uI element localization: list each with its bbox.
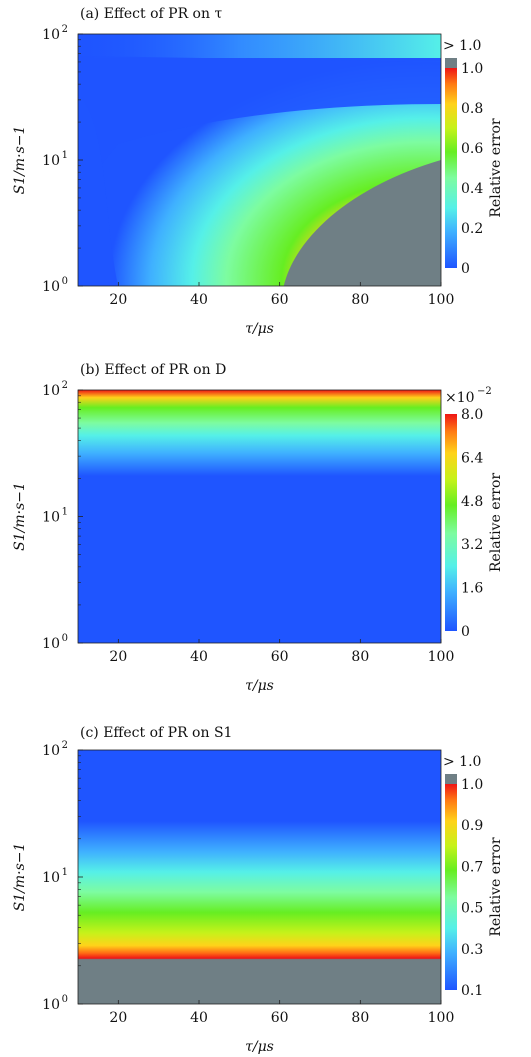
- x-tick-label: 80: [351, 1010, 369, 1026]
- x-tick-label: 80: [351, 649, 369, 665]
- heatmap-left-region: [78, 94, 118, 286]
- colorbar-label: Relative error: [488, 118, 504, 217]
- overflow-region: [283, 160, 441, 286]
- x-tick-label: 20: [109, 292, 127, 308]
- colorbar-tick-label: 1.0: [461, 777, 483, 793]
- x-tick-label: 60: [271, 649, 289, 665]
- colorbar: [445, 414, 457, 631]
- x-axis-label: τ/μs: [245, 1039, 274, 1055]
- colorbar-tick-label: 8.0: [461, 407, 483, 423]
- y-tick-label: 10: [42, 997, 60, 1013]
- y-tick-exponent: 0: [62, 633, 68, 644]
- y-tick-label: 10: [42, 510, 60, 526]
- y-tick-exponent: 1: [62, 507, 68, 518]
- colorbar-multiplier-exponent: −2: [477, 386, 492, 397]
- y-tick-label: 10: [42, 27, 60, 43]
- x-tick-label: 100: [428, 649, 455, 665]
- colorbar-tick-label: 0.6: [461, 141, 483, 157]
- colorbar-tick-label: 0.2: [461, 221, 483, 237]
- colorbar: [445, 784, 457, 990]
- y-tick-exponent: 1: [62, 867, 68, 878]
- x-tick-label: 20: [109, 1010, 127, 1026]
- y-tick-exponent: 1: [62, 150, 68, 161]
- y-tick-label: 10: [42, 870, 60, 886]
- colorbar: [445, 68, 457, 268]
- y-tick-label: 10: [42, 279, 60, 295]
- colorbar-tick-label: 0.1: [461, 983, 483, 999]
- colorbar-overflow-swatch: [445, 58, 457, 68]
- y-axis-label: S1/m·s−1: [12, 482, 28, 551]
- chart-title: (a) Effect of PR on τ: [80, 6, 222, 22]
- x-tick-label: 40: [190, 292, 208, 308]
- y-tick-label: 10: [42, 383, 60, 399]
- colorbar-tick-label: 0: [461, 261, 470, 277]
- colorbar-tick-label: 0.9: [461, 818, 483, 834]
- y-tick-exponent: 2: [62, 380, 68, 391]
- colorbar-top-label: > 1.0: [443, 38, 481, 54]
- y-axis-label: S1/m·s−1: [12, 843, 28, 912]
- x-tick-label: 80: [351, 292, 369, 308]
- x-axis-label: τ/μs: [245, 678, 274, 694]
- colorbar-tick-label: 6.4: [461, 450, 483, 466]
- x-tick-label: 40: [190, 649, 208, 665]
- y-tick-label: 10: [42, 636, 60, 652]
- y-tick-label: 10: [42, 743, 60, 759]
- colorbar-tick-label: 0.7: [461, 859, 483, 875]
- y-axis-label: S1/m·s−1: [12, 126, 28, 195]
- chart-title: (c) Effect of PR on S1: [80, 725, 232, 741]
- colorbar-label: Relative error: [488, 473, 504, 572]
- colorbar-label: Relative error: [488, 837, 504, 936]
- heatmap-low-error-region: [78, 56, 441, 194]
- y-tick-exponent: 0: [62, 994, 68, 1005]
- colorbar-tick-label: 0: [461, 624, 470, 640]
- heatmap-field: [78, 750, 441, 1004]
- heatmap-top-band: [78, 34, 441, 58]
- x-tick-label: 60: [271, 1010, 289, 1026]
- y-tick-exponent: 0: [62, 276, 68, 287]
- colorbar-tick-label: 1.6: [461, 581, 483, 597]
- colorbar-tick-label: 3.2: [461, 537, 483, 553]
- x-tick-label: 100: [428, 1010, 455, 1026]
- colorbar-top-label: > 1.0: [443, 754, 481, 770]
- colorbar-tick-label: 1.0: [461, 61, 483, 77]
- chart-title: (b) Effect of PR on D: [80, 362, 226, 378]
- colorbar-tick-label: 0.3: [461, 942, 483, 958]
- y-tick-label: 10: [42, 153, 60, 169]
- x-tick-label: 60: [271, 292, 289, 308]
- y-tick-exponent: 2: [62, 740, 68, 751]
- x-axis-label: τ/μs: [245, 321, 274, 337]
- x-tick-label: 20: [109, 649, 127, 665]
- colorbar-tick-label: 0.5: [461, 901, 483, 917]
- colorbar-multiplier: ×10: [445, 390, 475, 406]
- x-tick-label: 100: [428, 292, 455, 308]
- heatmap-field: [78, 390, 441, 643]
- colorbar-overflow-swatch: [445, 774, 457, 784]
- colorbar-tick-label: 0.8: [461, 101, 483, 117]
- colorbar-tick-label: 0.4: [461, 181, 483, 197]
- colorbar-tick-label: 4.8: [461, 494, 483, 510]
- y-tick-exponent: 2: [62, 24, 68, 35]
- x-tick-label: 40: [190, 1010, 208, 1026]
